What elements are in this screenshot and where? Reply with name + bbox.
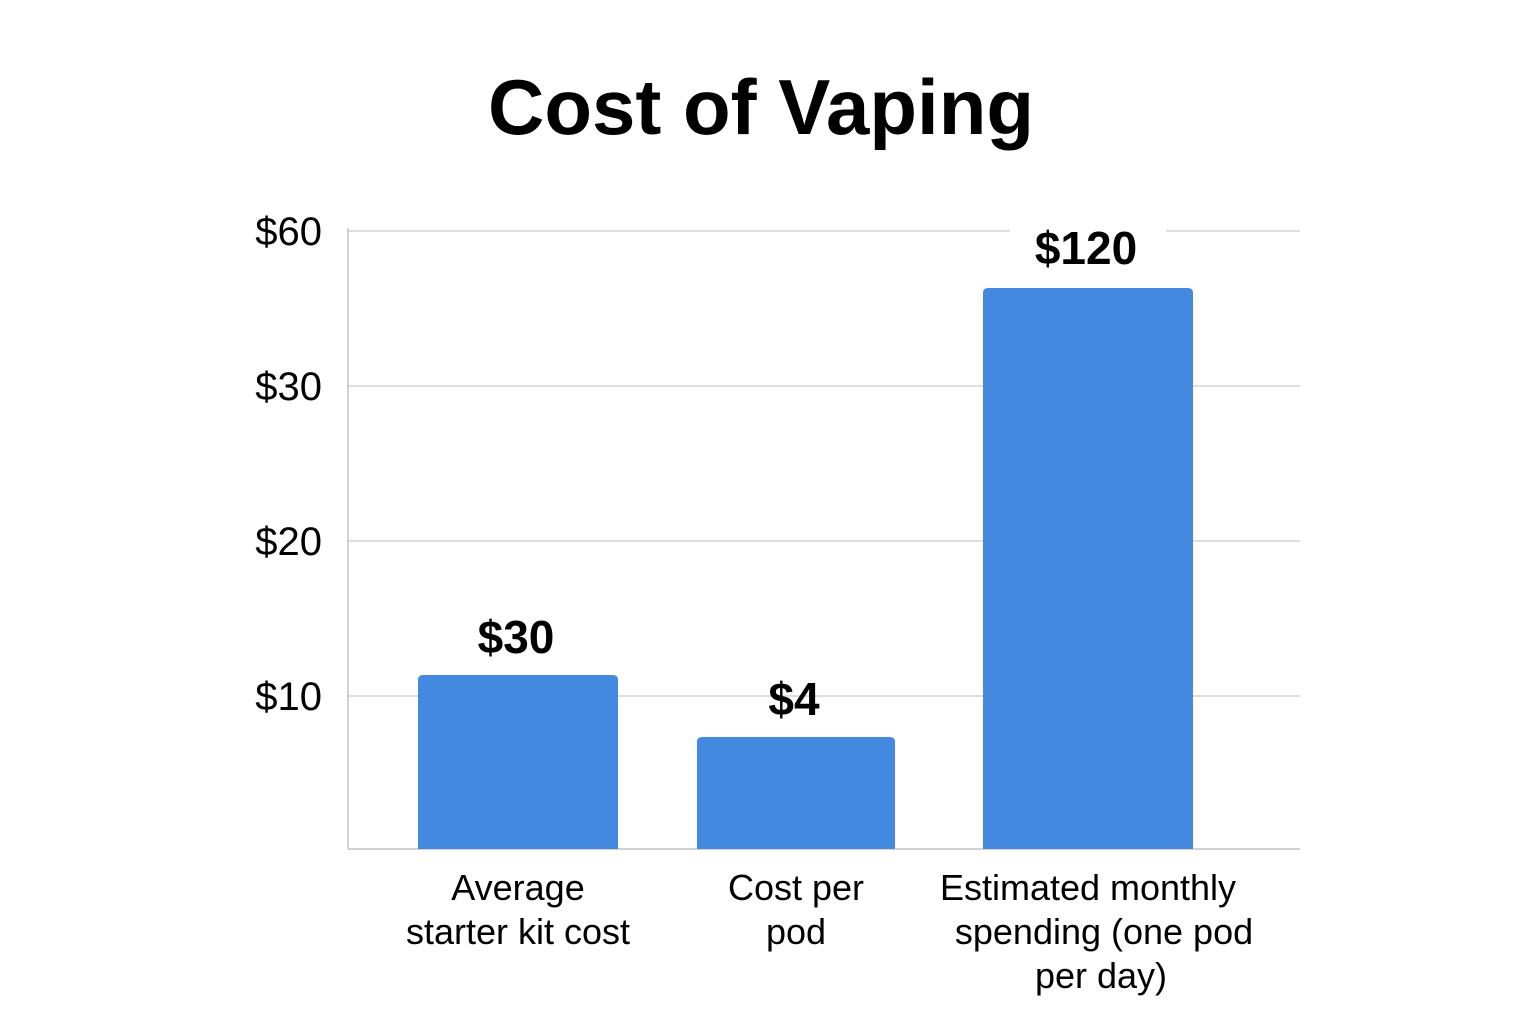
- y-tick-label: $60: [255, 210, 322, 254]
- x-category-label: Estimated monthly spending (one pod per da…: [940, 867, 1253, 996]
- bar-value-label: $120: [1035, 222, 1137, 274]
- bar-value-label: $30: [478, 611, 555, 663]
- bar-value-label: $4: [768, 673, 820, 725]
- bar: [697, 737, 895, 849]
- x-category-label: Cost per pod: [728, 867, 864, 952]
- chart-title: Cost of Vaping: [488, 63, 1034, 151]
- category-labels: Average starter kit cost Cost per pod Estima…: [406, 867, 1253, 996]
- value-labels: $30 $4 $120: [478, 218, 1166, 725]
- bar: [983, 288, 1193, 849]
- bar: [418, 675, 618, 849]
- value-label-background: [1010, 218, 1166, 278]
- y-tick-label: $20: [255, 520, 322, 564]
- x-category-label: Average starter kit cost: [406, 867, 630, 952]
- y-tick-label: $30: [255, 365, 322, 409]
- y-tick-labels: $60 $30 $20 $10: [255, 210, 322, 719]
- bars: [418, 288, 1193, 849]
- y-tick-label: $10: [255, 675, 322, 719]
